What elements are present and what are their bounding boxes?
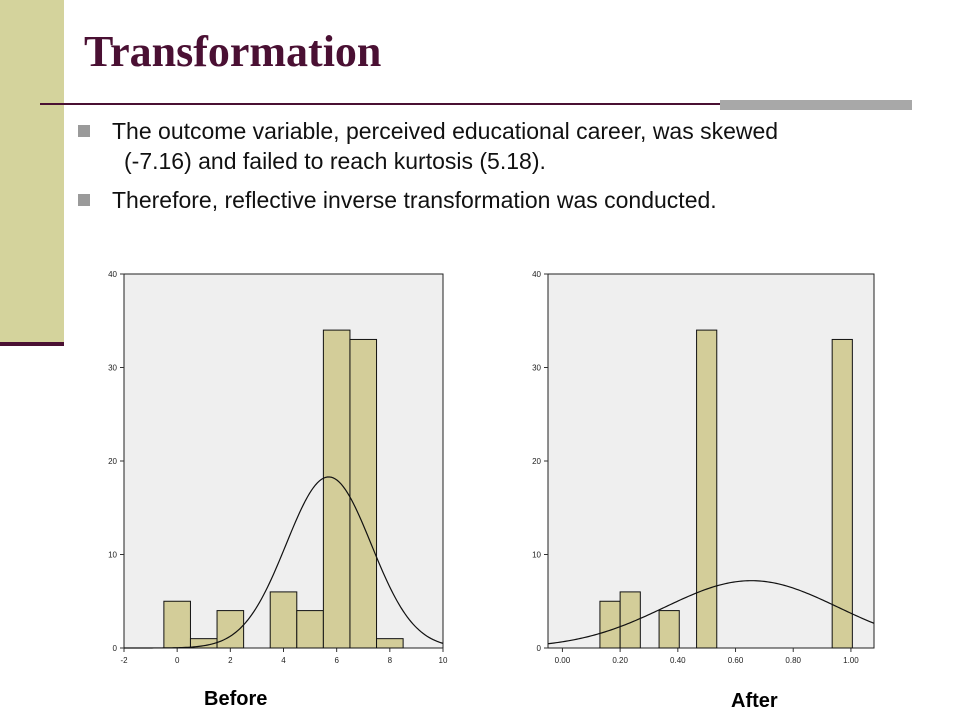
histogram-after: 0 10 20 30 40 0.00 0.20 0.40 0.60 0.80 1.00 bbox=[532, 270, 875, 665]
x-tick-label: 0.20 bbox=[612, 656, 628, 665]
plot-area bbox=[123, 273, 444, 649]
caption-after: After bbox=[731, 690, 778, 712]
histogram-bar bbox=[376, 638, 404, 649]
x-tick-label: 0.60 bbox=[728, 656, 744, 665]
histogram-bar bbox=[296, 610, 324, 649]
histogram-bar bbox=[658, 610, 680, 649]
x-tick-label: 0 bbox=[175, 656, 180, 665]
bullet-item: The outcome variable, perceived educatio… bbox=[78, 116, 918, 176]
histogram-bar bbox=[349, 338, 378, 649]
x-tick-label: 0.00 bbox=[555, 656, 571, 665]
y-tick-label: 40 bbox=[532, 270, 541, 279]
bullet-text-continuation: (-7.16) and failed to reach kurtosis (5.… bbox=[124, 148, 546, 174]
histogram-bar bbox=[163, 600, 191, 649]
y-tick-label: 20 bbox=[108, 457, 117, 466]
histogram-bar bbox=[831, 338, 853, 649]
title-rule bbox=[40, 103, 910, 105]
x-tick-label: 6 bbox=[334, 656, 339, 665]
sidebar-accent bbox=[0, 0, 64, 344]
x-tick-label: 4 bbox=[281, 656, 286, 665]
x-tick-label: -2 bbox=[120, 656, 128, 665]
bullet-text: The outcome variable, perceived educatio… bbox=[112, 118, 779, 144]
bullet-square-icon bbox=[78, 125, 90, 137]
x-tick-label: 2 bbox=[228, 656, 233, 665]
histogram-bar bbox=[599, 600, 621, 649]
slide-title: Transformation bbox=[84, 27, 382, 76]
bullet-list: The outcome variable, perceived educatio… bbox=[78, 116, 918, 224]
y-tick-label: 10 bbox=[108, 551, 117, 560]
x-tick-label: 8 bbox=[388, 656, 393, 665]
sidebar-accent-rule bbox=[0, 342, 64, 346]
y-tick-label: 10 bbox=[532, 551, 541, 560]
normal-curve bbox=[124, 476, 444, 649]
title-rule-accent bbox=[720, 100, 912, 110]
bullet-square-icon bbox=[78, 194, 90, 206]
x-tick-label: 1.00 bbox=[843, 656, 859, 665]
histogram-bar bbox=[269, 591, 298, 649]
y-tick-label: 30 bbox=[108, 364, 117, 373]
caption-before: Before bbox=[204, 688, 268, 710]
x-tick-label: 0.40 bbox=[670, 656, 686, 665]
y-tick-label: 40 bbox=[108, 270, 117, 279]
bullet-item: Therefore, reflective inverse transforma… bbox=[78, 185, 918, 215]
histogram-bar bbox=[696, 329, 718, 649]
y-tick-label: 20 bbox=[532, 457, 541, 466]
x-tick-label: 10 bbox=[439, 656, 448, 665]
y-tick-label: 0 bbox=[113, 644, 118, 653]
y-tick-label: 30 bbox=[532, 364, 541, 373]
y-tick-label: 0 bbox=[537, 644, 542, 653]
x-tick-label: 0.80 bbox=[785, 656, 801, 665]
histogram-bar bbox=[322, 329, 351, 649]
bullet-text: Therefore, reflective inverse transforma… bbox=[112, 187, 717, 213]
histogram-bar bbox=[619, 591, 641, 649]
normal-curve bbox=[547, 580, 875, 645]
